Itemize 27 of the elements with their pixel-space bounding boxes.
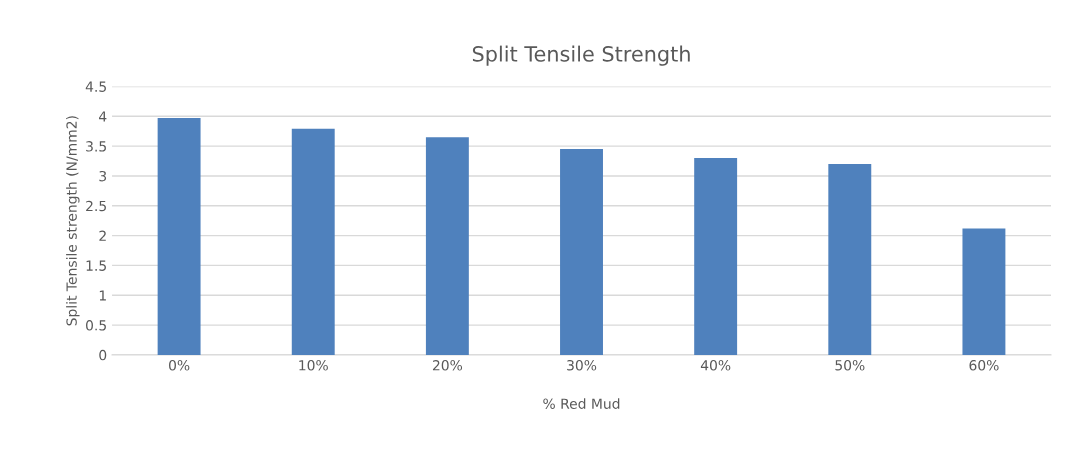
y-tick-label: 3.5 xyxy=(86,141,106,152)
y-tick-label: 4 xyxy=(99,111,107,122)
bar xyxy=(560,149,603,355)
y-tick-label: 0.5 xyxy=(86,320,106,331)
y-tick-label: 1.5 xyxy=(86,260,106,271)
y-tick-label: 3 xyxy=(99,170,107,182)
y-tick-label: 2.5 xyxy=(86,200,106,212)
x-axis-title: % Red Mud xyxy=(543,398,620,409)
x-tick-label: 60% xyxy=(969,360,999,371)
y-tick-label: 2 xyxy=(99,230,106,241)
x-tick-label: 50% xyxy=(835,360,865,371)
x-tick-label: 30% xyxy=(567,360,597,371)
bar xyxy=(828,164,872,355)
x-tick-label: 0% xyxy=(169,360,190,371)
y-tick-label: 0 xyxy=(99,349,107,361)
bar xyxy=(962,228,1006,355)
bar xyxy=(694,158,738,355)
bar xyxy=(157,118,201,355)
x-tick-label: 20% xyxy=(432,360,463,371)
y-tick-label: 1 xyxy=(99,290,106,301)
x-tick-label: 10% xyxy=(299,360,328,371)
y-tick-label: 4.5 xyxy=(85,81,106,92)
x-tick-label: 40% xyxy=(700,360,731,371)
chart-title: Split Tensile Strength xyxy=(472,45,690,66)
y-axis-title: Split Tensile strength (N/mm2) xyxy=(66,116,80,326)
bar xyxy=(291,128,335,355)
bar xyxy=(425,137,469,355)
